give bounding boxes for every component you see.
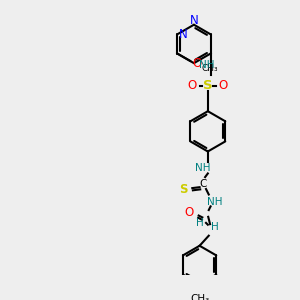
Text: N: N xyxy=(178,28,187,41)
Text: NH: NH xyxy=(199,60,214,70)
Text: C: C xyxy=(200,179,207,189)
Text: CH₃: CH₃ xyxy=(190,294,209,300)
Text: NH: NH xyxy=(195,163,210,173)
Text: H: H xyxy=(196,218,203,228)
Text: S: S xyxy=(203,79,213,92)
Text: O: O xyxy=(184,206,193,219)
Text: NH: NH xyxy=(207,197,223,207)
Text: S: S xyxy=(179,182,188,196)
Text: CH₃: CH₃ xyxy=(201,64,218,73)
Text: N: N xyxy=(190,14,198,27)
Text: O: O xyxy=(219,79,228,92)
Text: H: H xyxy=(211,221,219,232)
Text: O: O xyxy=(193,57,202,70)
Text: O: O xyxy=(188,79,197,92)
